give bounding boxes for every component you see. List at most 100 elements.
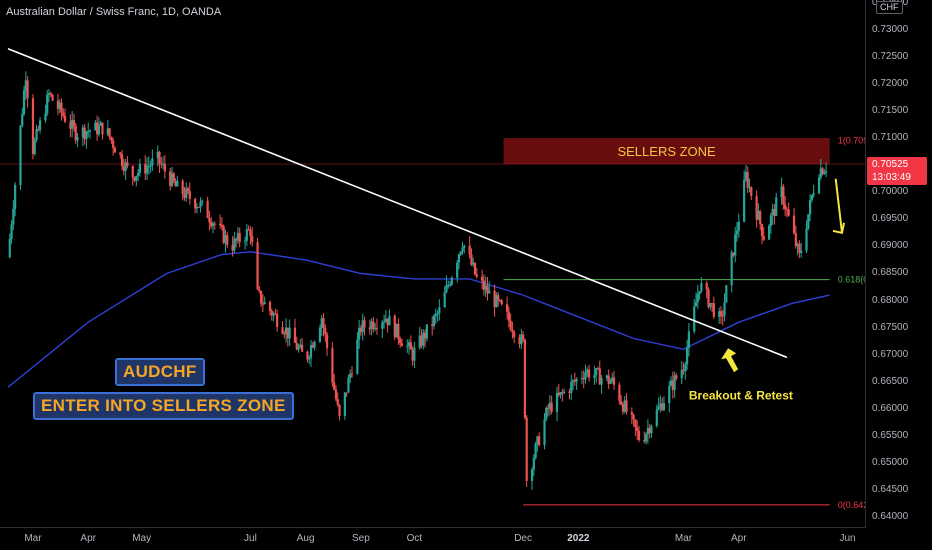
candle-body — [395, 323, 398, 338]
candle-body — [35, 128, 38, 141]
candle-body — [821, 168, 824, 175]
candle-body — [276, 314, 279, 328]
price-chart[interactable]: SELLERS ZONE 1(0.70957) 0.618(0.68386) 0(0.… — [0, 0, 866, 528]
candle-body — [760, 224, 764, 237]
candle-body — [694, 302, 698, 307]
candle-body — [698, 291, 701, 294]
candle-body — [113, 147, 117, 153]
candle-body — [288, 327, 291, 339]
candle-body — [700, 283, 703, 292]
candle-body — [233, 238, 236, 251]
candle-body — [126, 162, 129, 166]
time-scale[interactable]: Mar Apr May Jul Aug Sep Oct Dec 2022 Mar Apr Jun — [0, 527, 866, 550]
candle-body — [21, 114, 24, 126]
fib-label: 0(0.64226) — [838, 500, 866, 510]
candle-body — [637, 430, 641, 441]
candle-body — [461, 247, 464, 252]
candle-body — [671, 380, 674, 391]
scale-corner — [866, 528, 932, 550]
candle-body — [734, 234, 737, 256]
candle-body — [687, 331, 690, 348]
candle-body — [256, 242, 259, 290]
candle-body — [293, 327, 297, 343]
candle-body — [301, 344, 304, 352]
price-tick-label: 0.69500 — [872, 213, 909, 225]
candle-body — [199, 201, 202, 208]
candle-body — [573, 380, 576, 382]
candle-body — [251, 235, 254, 243]
candle-body — [22, 90, 26, 115]
price-scale[interactable]: 0.735000.730000.725000.720000.715000.710… — [865, 0, 932, 528]
candle-body — [507, 311, 510, 321]
candle-body — [438, 307, 441, 314]
candle-body — [571, 380, 575, 383]
price-tick-label: 0.65500 — [872, 429, 909, 441]
candle-body — [409, 342, 412, 350]
candle-body — [498, 300, 502, 302]
candle-body — [523, 339, 527, 418]
candle-body — [122, 166, 125, 171]
trendline — [7, 47, 788, 359]
candle-body — [188, 190, 191, 200]
candle-body — [397, 323, 400, 339]
candle-body — [495, 294, 498, 308]
candle-body — [183, 194, 186, 198]
candle-body — [201, 200, 204, 202]
candle-body — [176, 180, 179, 187]
candle-body — [780, 186, 783, 198]
candle-body — [459, 251, 462, 255]
candle-body — [718, 311, 721, 317]
candle-body — [623, 400, 626, 412]
candle-body — [138, 163, 141, 173]
price-tick-label: 0.73000 — [872, 23, 909, 35]
candle-body — [630, 411, 633, 415]
candle-body — [131, 165, 134, 178]
candle-body — [163, 163, 166, 172]
candle-body — [108, 128, 111, 138]
candle-body — [308, 357, 311, 360]
candle-body — [782, 186, 785, 205]
candle-body — [220, 224, 223, 227]
candle-body — [137, 172, 140, 176]
candle-body — [174, 181, 177, 187]
candle-body — [336, 399, 339, 405]
candle-body — [472, 262, 475, 265]
candle-body — [147, 165, 150, 167]
candle-body — [511, 329, 514, 333]
candle-body — [63, 115, 67, 122]
candle-body — [363, 320, 366, 328]
candle-body — [71, 120, 74, 129]
candle-body — [586, 369, 589, 373]
candle-body — [493, 290, 496, 308]
candle-body — [343, 392, 346, 416]
candle-body — [194, 199, 197, 209]
candle-body — [260, 290, 263, 304]
candle-body — [60, 102, 63, 113]
candle-body — [197, 207, 200, 209]
candle-body — [447, 284, 450, 286]
candle-body — [31, 98, 35, 154]
candle-body — [181, 180, 184, 195]
candle-body — [819, 168, 822, 178]
candle-body — [37, 128, 40, 131]
candle-body — [550, 402, 553, 412]
candle-body — [249, 229, 252, 236]
candle-body — [482, 280, 486, 290]
candle-body — [580, 377, 584, 379]
candle-body — [151, 158, 154, 166]
candle-body — [481, 276, 484, 281]
time-tick-label: Dec — [514, 533, 533, 544]
candle-body — [235, 238, 238, 241]
candle-body — [582, 377, 585, 380]
candle-body — [110, 137, 113, 141]
candle-body — [732, 252, 735, 256]
candle-body — [557, 392, 560, 396]
candle-body — [488, 290, 491, 294]
price-tick-label: 0.69000 — [872, 240, 909, 252]
candle-body — [520, 334, 523, 345]
candle-body — [807, 214, 810, 229]
candle-body — [372, 321, 375, 329]
candle-body — [106, 128, 109, 135]
candle-body — [805, 228, 808, 251]
candle-body — [185, 188, 188, 198]
